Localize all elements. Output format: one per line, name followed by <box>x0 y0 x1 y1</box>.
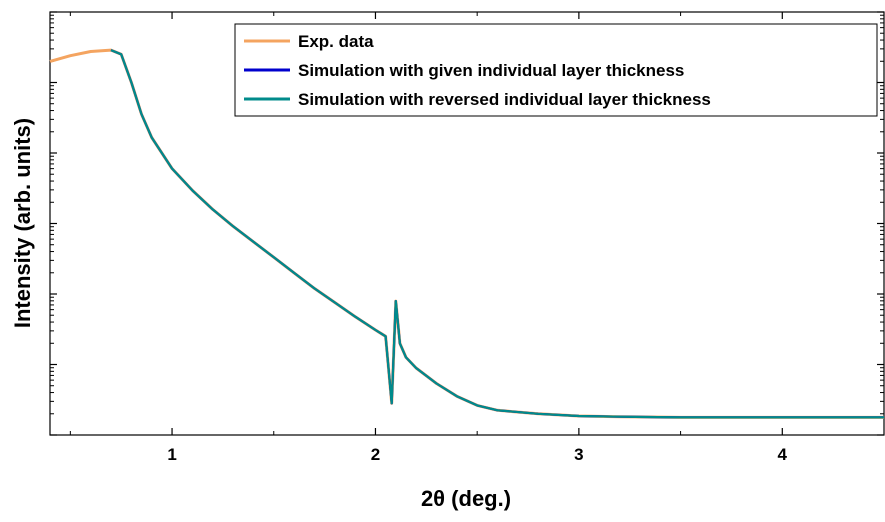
x-tick-labels: 1 2 3 4 <box>167 445 787 464</box>
series-sim-reversed <box>110 49 884 419</box>
y-axis-title: Intensity (arb. units) <box>10 118 35 328</box>
axis-ticks <box>50 11 885 436</box>
x-tick-label: 2 <box>371 445 380 464</box>
series-layer <box>49 48 884 419</box>
x-tick-label: 3 <box>574 445 583 464</box>
x-tick-label: 4 <box>778 445 788 464</box>
x-tick-label: 1 <box>167 445 176 464</box>
x-axis-title: 2θ (deg.) <box>421 486 511 511</box>
legend-box <box>234 23 878 117</box>
legend-label-exp: Exp. data <box>298 32 374 51</box>
legend: Exp. data Simulation with given individu… <box>234 23 878 117</box>
legend-label-given: Simulation with given individual layer t… <box>298 61 684 80</box>
legend-label-reversed: Simulation with reversed individual laye… <box>298 90 711 109</box>
